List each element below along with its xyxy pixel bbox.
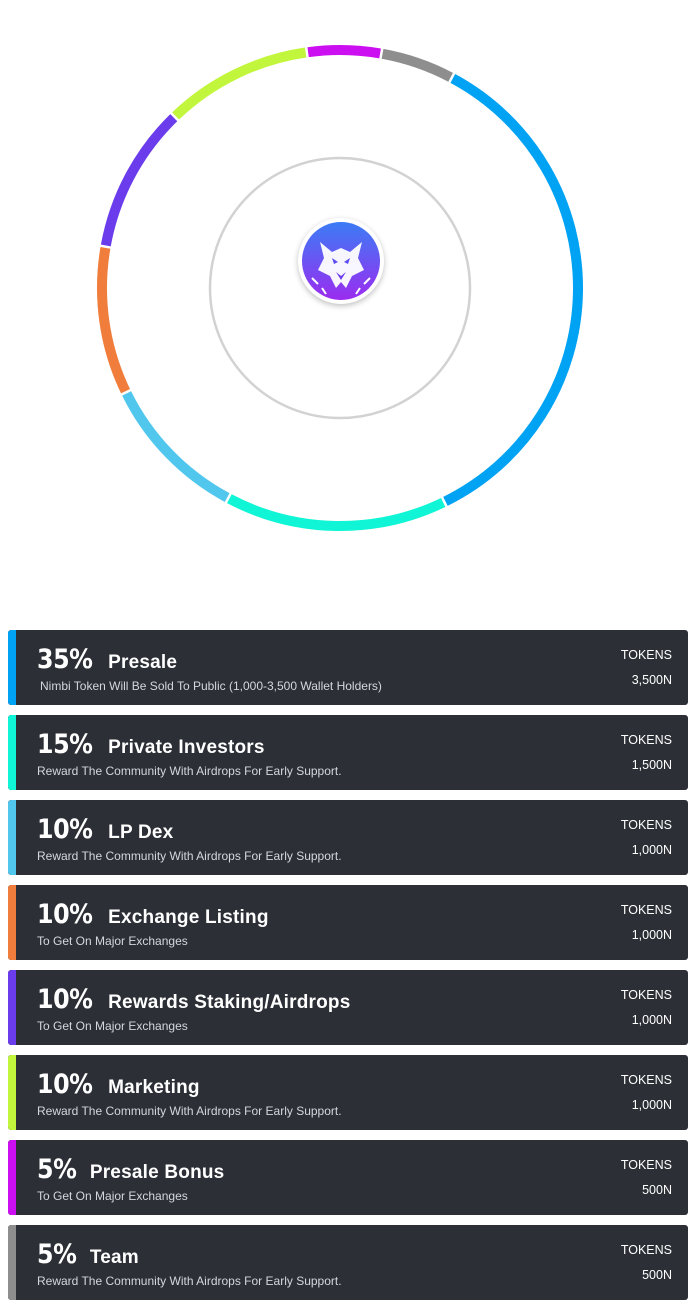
tokens-label: TOKENS <box>620 1243 672 1257</box>
allocation-percent: 10% <box>37 1069 93 1100</box>
allocation-name: Presale Bonus <box>89 1162 225 1183</box>
allocation-amount: 1,000N <box>631 928 672 942</box>
allocation-row: 10% LP Dex Reward The Community With Airdr… <box>8 800 688 875</box>
allocation-name: Exchange Listing <box>108 907 269 928</box>
donut-slice-lp-dex <box>122 391 230 502</box>
allocation-description: Reward The Community With Airdrops For E… <box>37 1104 342 1118</box>
donut-slice-rewards-staking-airdrops <box>100 114 178 247</box>
donut-slice-presale <box>443 74 583 506</box>
tokens-label: TOKENS <box>620 1158 672 1172</box>
allocation-amount: 500N <box>642 1268 672 1282</box>
wolf-logo-icon <box>298 218 384 304</box>
donut-slice-marketing <box>172 47 307 120</box>
allocation-heading: 35% Presale <box>37 644 177 675</box>
allocation-heading: 10% Exchange Listing <box>37 899 269 930</box>
allocation-description: Reward The Community With Airdrops For E… <box>37 764 342 778</box>
allocation-percent: 10% <box>37 814 93 845</box>
inner-ring <box>208 156 472 420</box>
allocation-color-swatch <box>8 800 16 875</box>
allocation-description: To Get On Major Exchanges <box>37 1189 188 1203</box>
allocation-color-swatch <box>8 1055 16 1130</box>
allocation-heading: 15% Private Investors <box>37 729 265 760</box>
allocation-name: Presale <box>108 652 178 673</box>
tokens-label: TOKENS <box>620 988 672 1002</box>
allocation-description: To Get On Major Exchanges <box>37 934 188 948</box>
allocation-color-swatch <box>8 1140 16 1215</box>
allocation-name: Private Investors <box>108 737 265 758</box>
allocation-heading: 10% Marketing <box>37 1069 200 1100</box>
allocation-color-swatch <box>8 630 16 705</box>
allocation-heading: 10% Rewards Staking/Airdrops <box>37 984 351 1015</box>
allocation-row: 10% Exchange Listing To Get On Major Excha… <box>8 885 688 960</box>
allocation-percent: 10% <box>37 899 93 930</box>
tokens-label: TOKENS <box>620 903 672 917</box>
token-allocation-chart <box>0 0 697 580</box>
allocation-row: 5% Team Reward The Community With Airdrops… <box>8 1225 688 1300</box>
allocation-name: Team <box>89 1247 139 1268</box>
allocation-heading: 5% Team <box>37 1239 139 1270</box>
allocation-row: 35% Presale Nimbi Token Will Be Sold To Pu… <box>8 630 688 705</box>
allocation-name: Rewards Staking/Airdrops <box>108 992 351 1013</box>
allocation-row: 10% Marketing Reward The Community With Ai… <box>8 1055 688 1130</box>
allocation-description: To Get On Major Exchanges <box>37 1019 188 1033</box>
allocation-description: Nimbi Token Will Be Sold To Public (1,00… <box>40 679 382 693</box>
allocation-legend: 35% Presale Nimbi Token Will Be Sold To Pu… <box>8 630 688 1310</box>
allocation-percent: 15% <box>37 729 93 760</box>
allocation-amount: 500N <box>642 1183 672 1197</box>
donut-slice-private-investors <box>227 494 446 531</box>
allocation-description: Reward The Community With Airdrops For E… <box>37 1274 342 1288</box>
allocation-amount: 1,500N <box>631 758 672 772</box>
donut-chart <box>97 45 583 531</box>
tokens-label: TOKENS <box>620 648 672 662</box>
allocation-row: 15% Private Investors Reward The Community… <box>8 715 688 790</box>
allocation-percent: 10% <box>37 984 93 1015</box>
allocation-description: Reward The Community With Airdrops For E… <box>37 849 342 863</box>
tokens-label: TOKENS <box>620 1073 672 1087</box>
donut-slice-presale-bonus <box>307 45 381 59</box>
allocation-amount: 1,000N <box>631 1013 672 1027</box>
allocation-percent: 5% <box>37 1239 77 1270</box>
allocation-color-swatch <box>8 970 16 1045</box>
allocation-heading: 5% Presale Bonus <box>37 1154 224 1185</box>
allocation-heading: 10% LP Dex <box>37 814 173 845</box>
tokens-label: TOKENS <box>620 818 672 832</box>
allocation-amount: 3,500N <box>631 673 672 687</box>
allocation-amount: 1,000N <box>631 843 672 857</box>
allocation-percent: 5% <box>37 1154 77 1185</box>
donut-slice-exchange-listing <box>97 247 131 394</box>
allocation-row: 5% Presale Bonus To Get On Major Exchanges… <box>8 1140 688 1215</box>
allocation-name: Marketing <box>108 1077 200 1098</box>
allocation-row: 10% Rewards Staking/Airdrops To Get On Maj… <box>8 970 688 1045</box>
allocation-color-swatch <box>8 1225 16 1300</box>
allocation-color-swatch <box>8 715 16 790</box>
allocation-amount: 1,000N <box>631 1098 672 1112</box>
allocation-name: LP Dex <box>108 822 174 843</box>
tokens-label: TOKENS <box>620 733 672 747</box>
donut-slice-team <box>381 48 453 82</box>
allocation-color-swatch <box>8 885 16 960</box>
allocation-percent: 35% <box>37 644 93 675</box>
